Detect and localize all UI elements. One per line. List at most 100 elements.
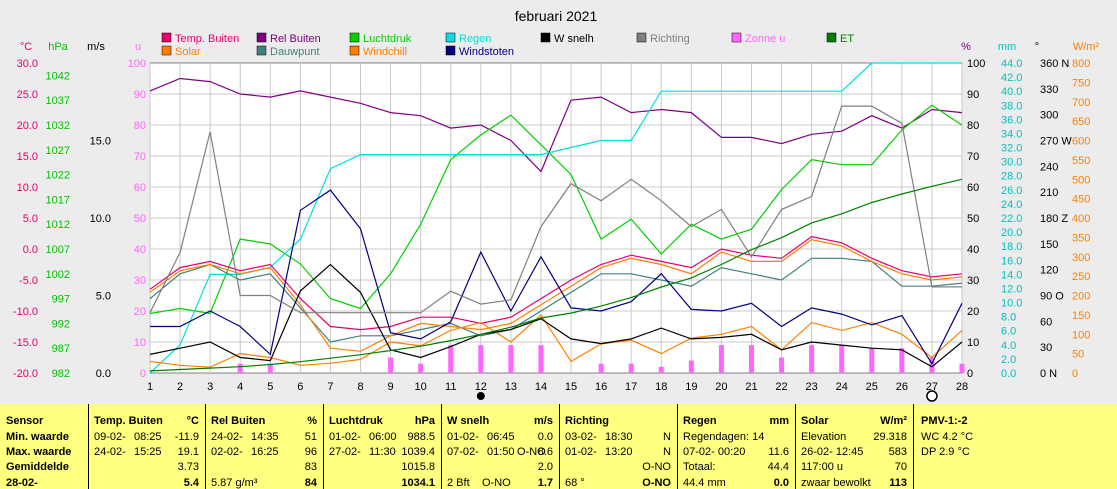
axis-tick-label-temp: 25.0 [17,89,38,101]
stats-wind-max-date: 07-02- [447,446,479,458]
x-tick-label: 8 [357,381,363,393]
axis-tick-label-humidity: 20 [967,306,979,318]
axis-unit-direction: ° [1035,41,1039,53]
axis-tick-label-temp: -10.0 [13,306,38,318]
axis-tick-label-rain: 26.0 [1001,185,1022,197]
axis-tick-label-pressure: 997 [52,294,70,306]
axis-tick-label-rain: 34.0 [1001,128,1022,140]
legend-swatch [445,32,456,43]
stats-luchtdruk-min-value: 988.5 [407,431,435,443]
axis-tick-label-rain: 4.0 [1001,340,1016,352]
stats-wind-current-direction: O-NO [482,477,511,489]
sun-bar [538,345,544,373]
stats-sensor-header: Sensor [6,415,44,427]
stats-solar-unit: W/m² [880,415,907,427]
axis-tick-label-humidity: 10 [967,337,979,349]
sun-bars [237,345,965,373]
legend-swatch [256,45,267,56]
stats-temp-max-value: 19.1 [177,446,199,458]
stats-pmv-windchill: WC 4.2 °C [921,431,974,443]
stats-temp-max-time: 15:25 [134,446,162,458]
series-line-dauwpunt [149,257,963,343]
stats-label-avg: Gemiddelde [6,461,69,473]
x-tick-label: 27 [926,381,938,393]
stats-wind-min-time: 06:45 [487,431,515,443]
sun-bar [478,345,484,373]
stats-label-max: Max. waarde [6,446,72,458]
sun-bar [598,363,604,373]
axis-tick-label-pressure: 1007 [46,244,70,256]
legend-swatch [540,32,551,43]
legend-label: Luchtdruk [363,33,412,45]
sun-bar [718,345,724,373]
legend-swatch [731,32,742,43]
stats-rel-current-value: 84 [304,477,317,489]
axis-tick-label-solar: 50 [1072,349,1084,361]
legend-label: Temp. Buiten [175,33,239,45]
sun-bar [748,345,754,373]
x-tick-label: 5 [267,381,273,393]
stats-rel-unit: % [307,415,317,427]
axis-tick-label-sun: 90 [134,89,146,101]
x-axis: 1 2 3 4 5 6 7 8 9 10 11 12 13 14 15 16 17 18 19 20 21 22 23 24 2… [147,381,968,393]
axis-tick-label-solar: 300 [1072,252,1090,264]
series-line-richting [149,105,962,314]
legend-label: Zonne u [745,33,785,45]
stats-wind-unit: m/s [534,415,553,427]
axis-tick-label-solar: 400 [1072,213,1090,225]
stats-wind-max-value: 8.6 [537,446,553,458]
stats-temp-max-date: 24-02- [94,446,126,458]
legend-label: Windchill [363,46,407,58]
grid [149,63,963,373]
stats-richting: Richting 03-02- 18:30 N 01-02- 13:20 N O-NO … [559,404,677,489]
x-tick-label: 28 [956,381,968,393]
axis-unit-rain: mm [998,41,1016,53]
stats-pmv: PMV-1:-2 WC 4.2 °C DP 2.9 °C [913,404,1117,489]
stats-richting-max-value: N [663,446,671,458]
axis-tick-label-humidity: 50 [967,213,979,225]
stats-luchtdruk: Luchtdruk hPa 01-02- 06:00 988.5 27-02- 11:… [323,404,441,489]
stats-rel-avg-value: 83 [304,461,317,473]
axis-tick-label-rain: 2.0 [1001,354,1016,366]
axis-tick-label-humidity: 70 [967,151,979,163]
stats-wind-max-time: 01:50 [487,446,515,458]
axis-unit-temp: °C [20,41,32,53]
axis-tick-label-solar: 450 [1072,194,1090,206]
sun-bar [267,363,273,373]
axis-tick-label-rain: 42.0 [1001,72,1022,84]
axis-tick-label-temp: -5.0 [19,275,38,287]
stats-richting-header: Richting [565,415,609,427]
stats-wind-max-direction: O-NO [517,446,546,458]
legend-swatch [636,32,647,43]
stats-regen-unit: mm [769,415,789,427]
axis-tick-label-sun: 100 [128,58,146,70]
axis-tick-label-humidity: 30 [967,275,979,287]
axis-tick-label-rain: 36.0 [1001,114,1022,126]
x-tick-label: 14 [535,381,547,393]
stats-regen-max-datetime: 07-02- 00:20 [683,446,746,458]
series-lines [149,62,963,374]
stats-temp-min-value: -11.9 [174,431,199,443]
axis-tick-label-pressure: 1032 [46,120,70,132]
axis-tick-label-direction: 360 N [1040,58,1069,70]
stats-solar-header: Solar [801,415,829,427]
series-line-rel-buiten [149,77,963,173]
axis-tick-label-solar: 500 [1072,174,1090,186]
stats-rel-min-value: 51 [304,431,317,443]
stats-temp-current-value: 5.4 [183,477,199,489]
axis-tick-label-wind: 0.0 [96,368,111,380]
x-tick-label: 4 [237,381,243,393]
x-tick-label: 19 [685,381,697,393]
axis-tick-label-rain: 44.0 [1001,58,1022,70]
x-tick-label: 9 [388,381,394,393]
stats-rel: Rel Buiten % 24-02- 14:35 51 02-02- 16:25 96… [205,404,323,489]
axis-tick-label-temp: 5.0 [23,213,38,225]
stats-rel-max-value: 96 [304,446,317,458]
axis-tick-label-pressure: 1027 [46,145,70,157]
stats-luchtdruk-max-value: 1039.4 [401,446,435,458]
axes: 30.0 25.0 20.0 15.0 10.0 5.0 0.0 -5.0 -10.0 -15.0… [13,41,1100,380]
axis-tick-label-rain: 38.0 [1001,100,1022,112]
x-tick-label: 11 [445,381,456,393]
stats-richting-min-date: 03-02- [565,431,597,443]
